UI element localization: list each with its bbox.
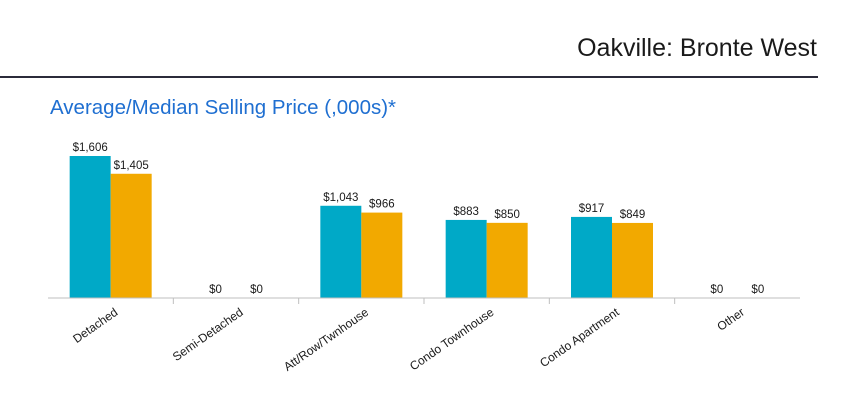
- x-tick-label-5: Other: [714, 305, 747, 334]
- bar-average-3: [445, 219, 487, 298]
- x-tick-label-3: Condo Townhouse: [407, 305, 497, 374]
- x-tick-label-0: Detached: [70, 305, 120, 346]
- bar-average-0: [69, 156, 111, 298]
- bar-median-0: [110, 173, 152, 298]
- header-divider: [0, 76, 818, 78]
- plot-area: $1,606 $1,405 Detached $0 $0 Semi-Detached $1,…: [48, 142, 800, 374]
- x-tick-label-4: Condo Apartment: [537, 305, 622, 370]
- data-label-median-2: $966: [369, 199, 395, 211]
- data-label-average-4: $917: [579, 203, 605, 215]
- data-label-median-1: $0: [250, 284, 263, 296]
- chart-title: Average/Median Selling Price (,000s)*: [50, 96, 397, 119]
- page-title: Oakville: Bronte West: [577, 34, 817, 62]
- data-label-median-0: $1,405: [114, 160, 149, 172]
- data-label-average-2: $1,043: [323, 192, 358, 204]
- bar-median-2: [361, 212, 403, 298]
- x-tick-label-2: Att/Row/Twnhouse: [281, 305, 371, 374]
- data-label-median-5: $0: [751, 284, 764, 296]
- x-tick-label-1: Semi-Detached: [170, 305, 246, 364]
- bar-median-3: [486, 222, 528, 298]
- data-label-average-1: $0: [209, 284, 222, 296]
- bar-average-4: [571, 216, 612, 298]
- bar-median-4: [612, 222, 653, 298]
- data-label-average-5: $0: [710, 284, 723, 296]
- data-label-median-3: $850: [494, 209, 520, 221]
- bar-average-2: [320, 205, 362, 298]
- data-label-average-0: $1,606: [73, 142, 108, 154]
- data-label-median-4: $849: [620, 209, 646, 221]
- data-label-average-3: $883: [453, 206, 479, 218]
